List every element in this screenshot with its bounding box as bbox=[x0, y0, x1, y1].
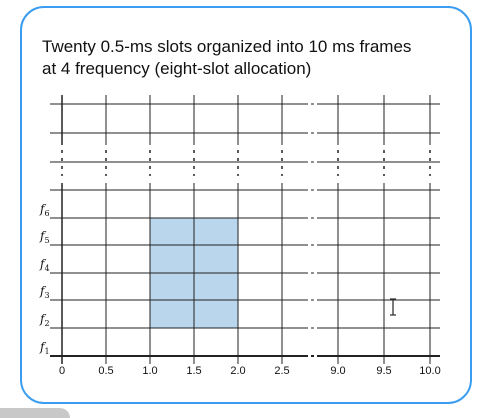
x-tick-label: 0.5 bbox=[98, 365, 113, 377]
x-tick-label: 10.0 bbox=[419, 365, 440, 377]
x-tick-label: 1.0 bbox=[142, 365, 157, 377]
x-tick-label: 1.5 bbox=[186, 365, 201, 377]
window-tab-corner bbox=[0, 408, 70, 418]
x-tick-label: 9.5 bbox=[376, 365, 391, 377]
x-tick-label: 9.0 bbox=[330, 365, 345, 377]
x-tick-label: 2.5 bbox=[274, 365, 289, 377]
frequency-label: f3 bbox=[39, 284, 50, 300]
text-cursor-icon bbox=[390, 298, 396, 316]
x-tick-label: 0 bbox=[59, 365, 65, 377]
title-line-1: Twenty 0.5-ms slots organized into 10 ms… bbox=[42, 37, 412, 56]
frequency-label: f1 bbox=[39, 340, 50, 356]
frequency-label: f2 bbox=[39, 312, 50, 328]
frequency-label: f6 bbox=[39, 202, 50, 218]
diagram-title: Twenty 0.5-ms slots organized into 10 ms… bbox=[42, 36, 462, 80]
x-tick-label: 2.0 bbox=[230, 365, 245, 377]
frequency-label: f5 bbox=[39, 229, 50, 245]
frequency-label: f4 bbox=[39, 257, 50, 273]
title-line-2: at 4 frequency (eight-slot allocation) bbox=[42, 59, 312, 78]
diagram-card bbox=[20, 6, 472, 404]
